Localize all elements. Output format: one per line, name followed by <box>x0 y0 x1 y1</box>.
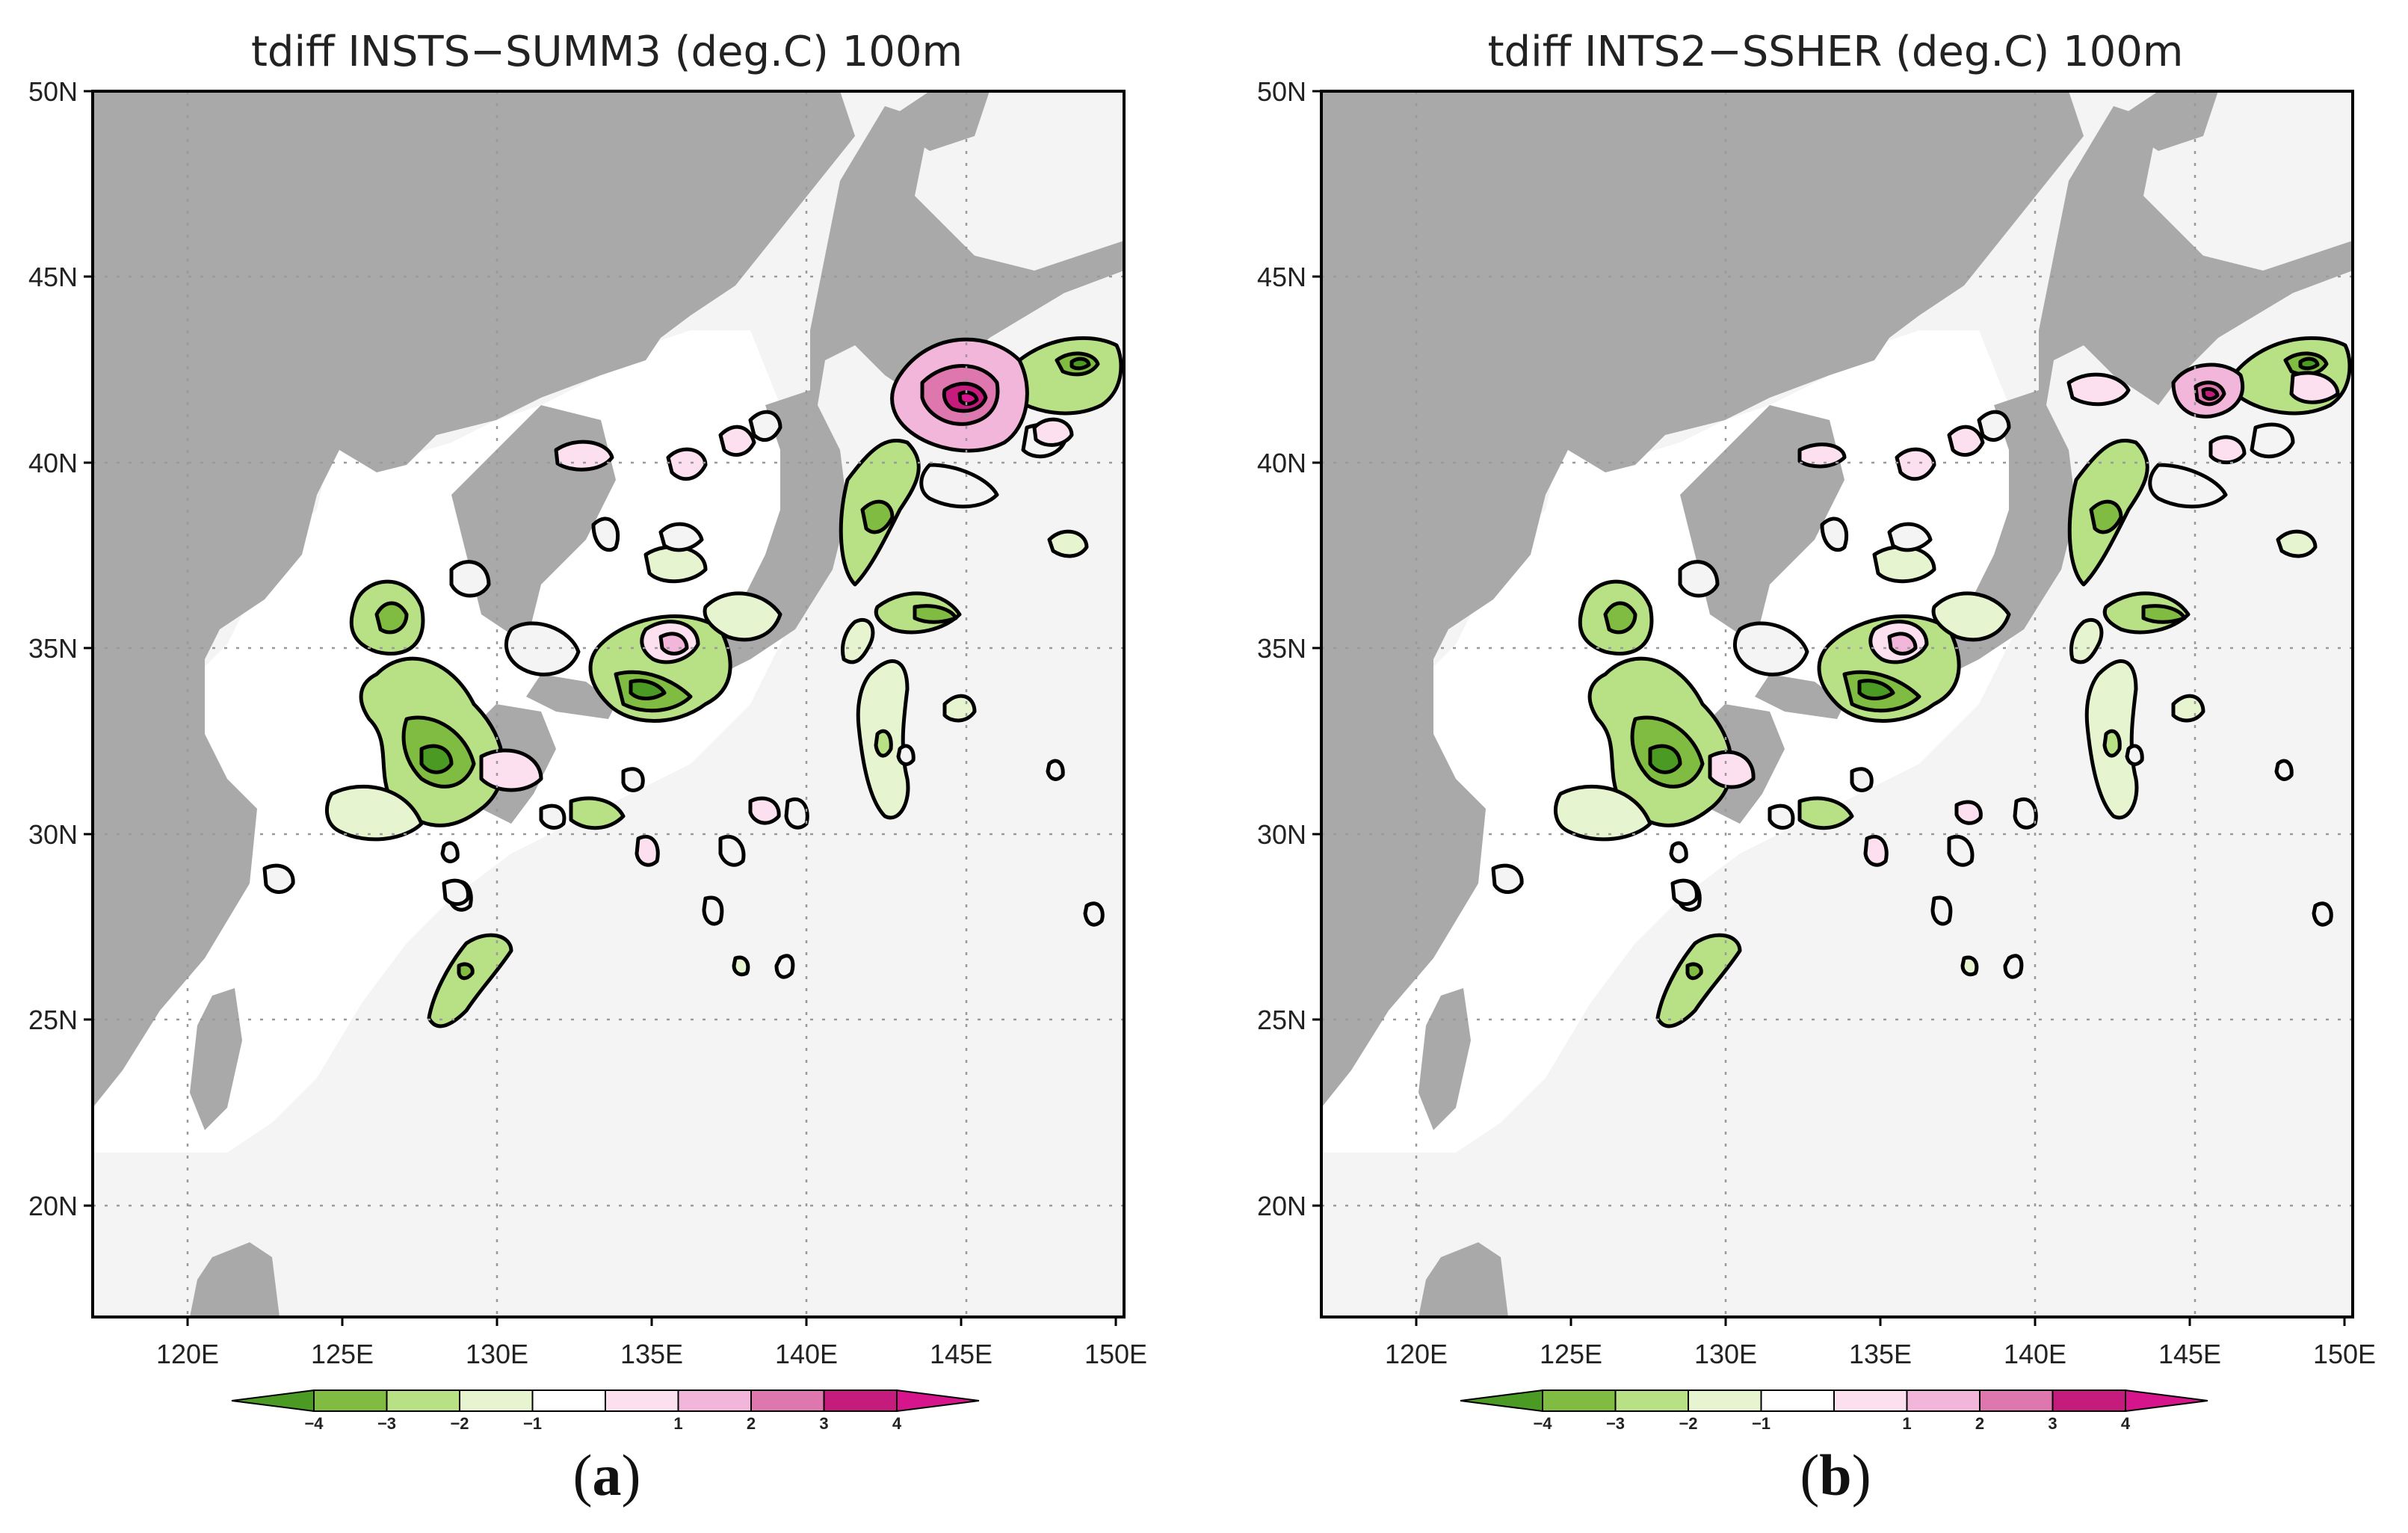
colorbar-segment <box>605 1389 679 1412</box>
panel-a-lat-axis: 50N 45N 40N 35N 30N 25N 20N <box>28 76 93 1221</box>
panel-a-frame <box>91 90 1126 1318</box>
lat-label-30n: 30N <box>1257 819 1306 850</box>
lon-label-140e: 140E <box>2004 1339 2066 1369</box>
lon-label-150e: 150E <box>2313 1339 2376 1369</box>
lon-label-145e: 145E <box>930 1339 992 1369</box>
lat-label-25n: 25N <box>1257 1005 1306 1035</box>
lon-label-135e: 135E <box>620 1339 683 1369</box>
lon-label-120e: 120E <box>156 1339 219 1369</box>
colorbar-segment <box>1688 1389 1762 1412</box>
colorbar-tick-label: 2 <box>747 1414 756 1433</box>
lat-label-50n: 50N <box>28 76 78 107</box>
lat-label-25n: 25N <box>28 1005 78 1035</box>
colorbar-tick-label: −2 <box>1679 1414 1697 1433</box>
panel-b: tdiff INTS2−SSHER (deg.C) 100m <box>1257 28 2376 1508</box>
colorbar-tick-label: −3 <box>1606 1414 1625 1433</box>
lon-label-125e: 125E <box>311 1339 374 1369</box>
lat-label-45n: 45N <box>1257 262 1306 292</box>
colorbar-tick-label: 2 <box>1975 1414 1984 1433</box>
colorbar-segment <box>459 1389 534 1412</box>
panel-a: tdiff INSTS−SUMM3 (deg.C) 100m <box>28 28 1147 1508</box>
colorbar-extend-high <box>896 1389 980 1413</box>
lat-label-20n: 20N <box>1257 1191 1306 1221</box>
colorbar-segment <box>1614 1389 1689 1412</box>
lon-label-130e: 130E <box>466 1339 528 1369</box>
panel-a-colorbar: −4 −3 −2 −1 1 2 3 4 <box>231 1389 980 1433</box>
colorbar-segment <box>1906 1389 1981 1412</box>
colorbar-segment <box>1760 1389 1835 1412</box>
colorbar-tick-label: 3 <box>819 1414 828 1433</box>
panel-b-lat-axis: 50N 45N 40N 35N 30N 25N 20N <box>1257 76 1321 1221</box>
colorbar-extend-low <box>231 1389 315 1413</box>
colorbar-segment <box>1979 1389 2054 1412</box>
colorbar-segment <box>2052 1389 2126 1412</box>
lon-label-145e: 145E <box>2158 1339 2221 1369</box>
colorbar-tick-label: −1 <box>523 1414 542 1433</box>
colorbar-tick-label: 4 <box>892 1414 902 1433</box>
lon-label-150e: 150E <box>1084 1339 1147 1369</box>
panel-a-label: (a) <box>573 1443 641 1508</box>
panel-a-title: tdiff INSTS−SUMM3 (deg.C) 100m <box>251 28 963 76</box>
colorbar-tick-label: 1 <box>673 1414 682 1433</box>
lat-label-40n: 40N <box>1257 448 1306 478</box>
panel-a-lon-axis: 120E 125E 130E 135E 140E 145E 150E <box>156 1317 1147 1369</box>
colorbar-tick-label: 3 <box>2048 1414 2057 1433</box>
lon-label-140e: 140E <box>775 1339 838 1369</box>
lat-label-20n: 20N <box>28 1191 78 1221</box>
colorbar-extend-low <box>1460 1389 1543 1413</box>
lat-label-50n: 50N <box>1257 76 1306 107</box>
panel-b-lon-axis: 120E 125E 130E 135E 140E 145E 150E <box>1385 1317 2376 1369</box>
panel-b-map <box>1321 91 2353 1317</box>
colorbar-segment <box>1833 1389 1908 1412</box>
colorbar-segment <box>531 1389 606 1412</box>
colorbar-segment <box>677 1389 752 1412</box>
colorbar-tick-label: 4 <box>2121 1414 2131 1433</box>
lat-label-40n: 40N <box>28 448 78 478</box>
lon-label-130e: 130E <box>1694 1339 1757 1369</box>
lat-label-35n: 35N <box>1257 633 1306 664</box>
colorbar-tick-label: −4 <box>304 1414 324 1433</box>
colorbar-segment <box>313 1389 388 1412</box>
colorbar-tick-label: 1 <box>1902 1414 1911 1433</box>
lat-label-35n: 35N <box>28 633 78 664</box>
colorbar-tick-label: −2 <box>450 1414 469 1433</box>
panel-b-colorbar: −4 −3 −2 −1 1 2 3 4 <box>1460 1389 2208 1433</box>
panel-b-label: (b) <box>1800 1443 1871 1508</box>
panel-b-title: tdiff INTS2−SSHER (deg.C) 100m <box>1488 28 2184 76</box>
colorbar-tick-label: −3 <box>377 1414 396 1433</box>
colorbar-segment <box>386 1389 460 1412</box>
colorbar-segment <box>750 1389 825 1412</box>
panel-a-grid <box>93 91 1124 1317</box>
lon-label-125e: 125E <box>1540 1339 1602 1369</box>
panel-b-frame <box>1320 90 2354 1318</box>
lat-label-45n: 45N <box>28 262 78 292</box>
colorbar-tick-label: −1 <box>1752 1414 1771 1433</box>
panel-a-map <box>93 91 1124 1317</box>
colorbar-extend-high <box>2125 1389 2208 1413</box>
colorbar-tick-label: −4 <box>1533 1414 1552 1433</box>
panel-b-grid <box>1321 91 2353 1317</box>
lon-label-135e: 135E <box>1849 1339 1912 1369</box>
lat-label-30n: 30N <box>28 819 78 850</box>
colorbar-segment <box>823 1389 898 1412</box>
colorbar-segment <box>1542 1389 1617 1412</box>
lon-label-120e: 120E <box>1385 1339 1448 1369</box>
